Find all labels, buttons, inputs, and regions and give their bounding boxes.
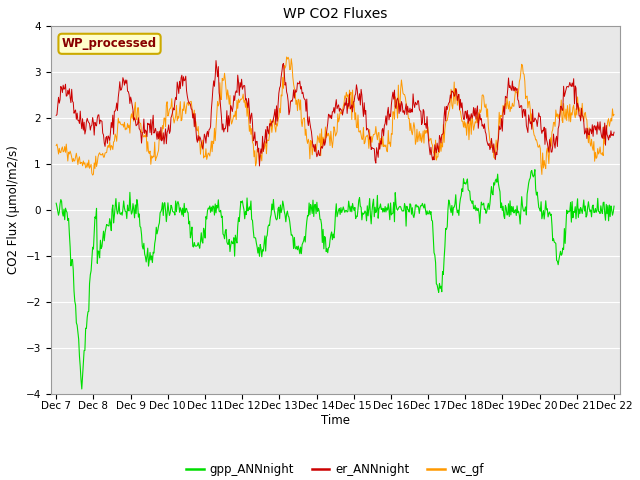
- Title: WP CO2 Fluxes: WP CO2 Fluxes: [283, 7, 387, 21]
- X-axis label: Time: Time: [321, 414, 349, 427]
- Text: WP_processed: WP_processed: [62, 37, 157, 50]
- Legend: gpp_ANNnight, er_ANNnight, wc_gf: gpp_ANNnight, er_ANNnight, wc_gf: [181, 458, 489, 480]
- Y-axis label: CO2 Flux (μmol/m2/s): CO2 Flux (μmol/m2/s): [7, 145, 20, 275]
